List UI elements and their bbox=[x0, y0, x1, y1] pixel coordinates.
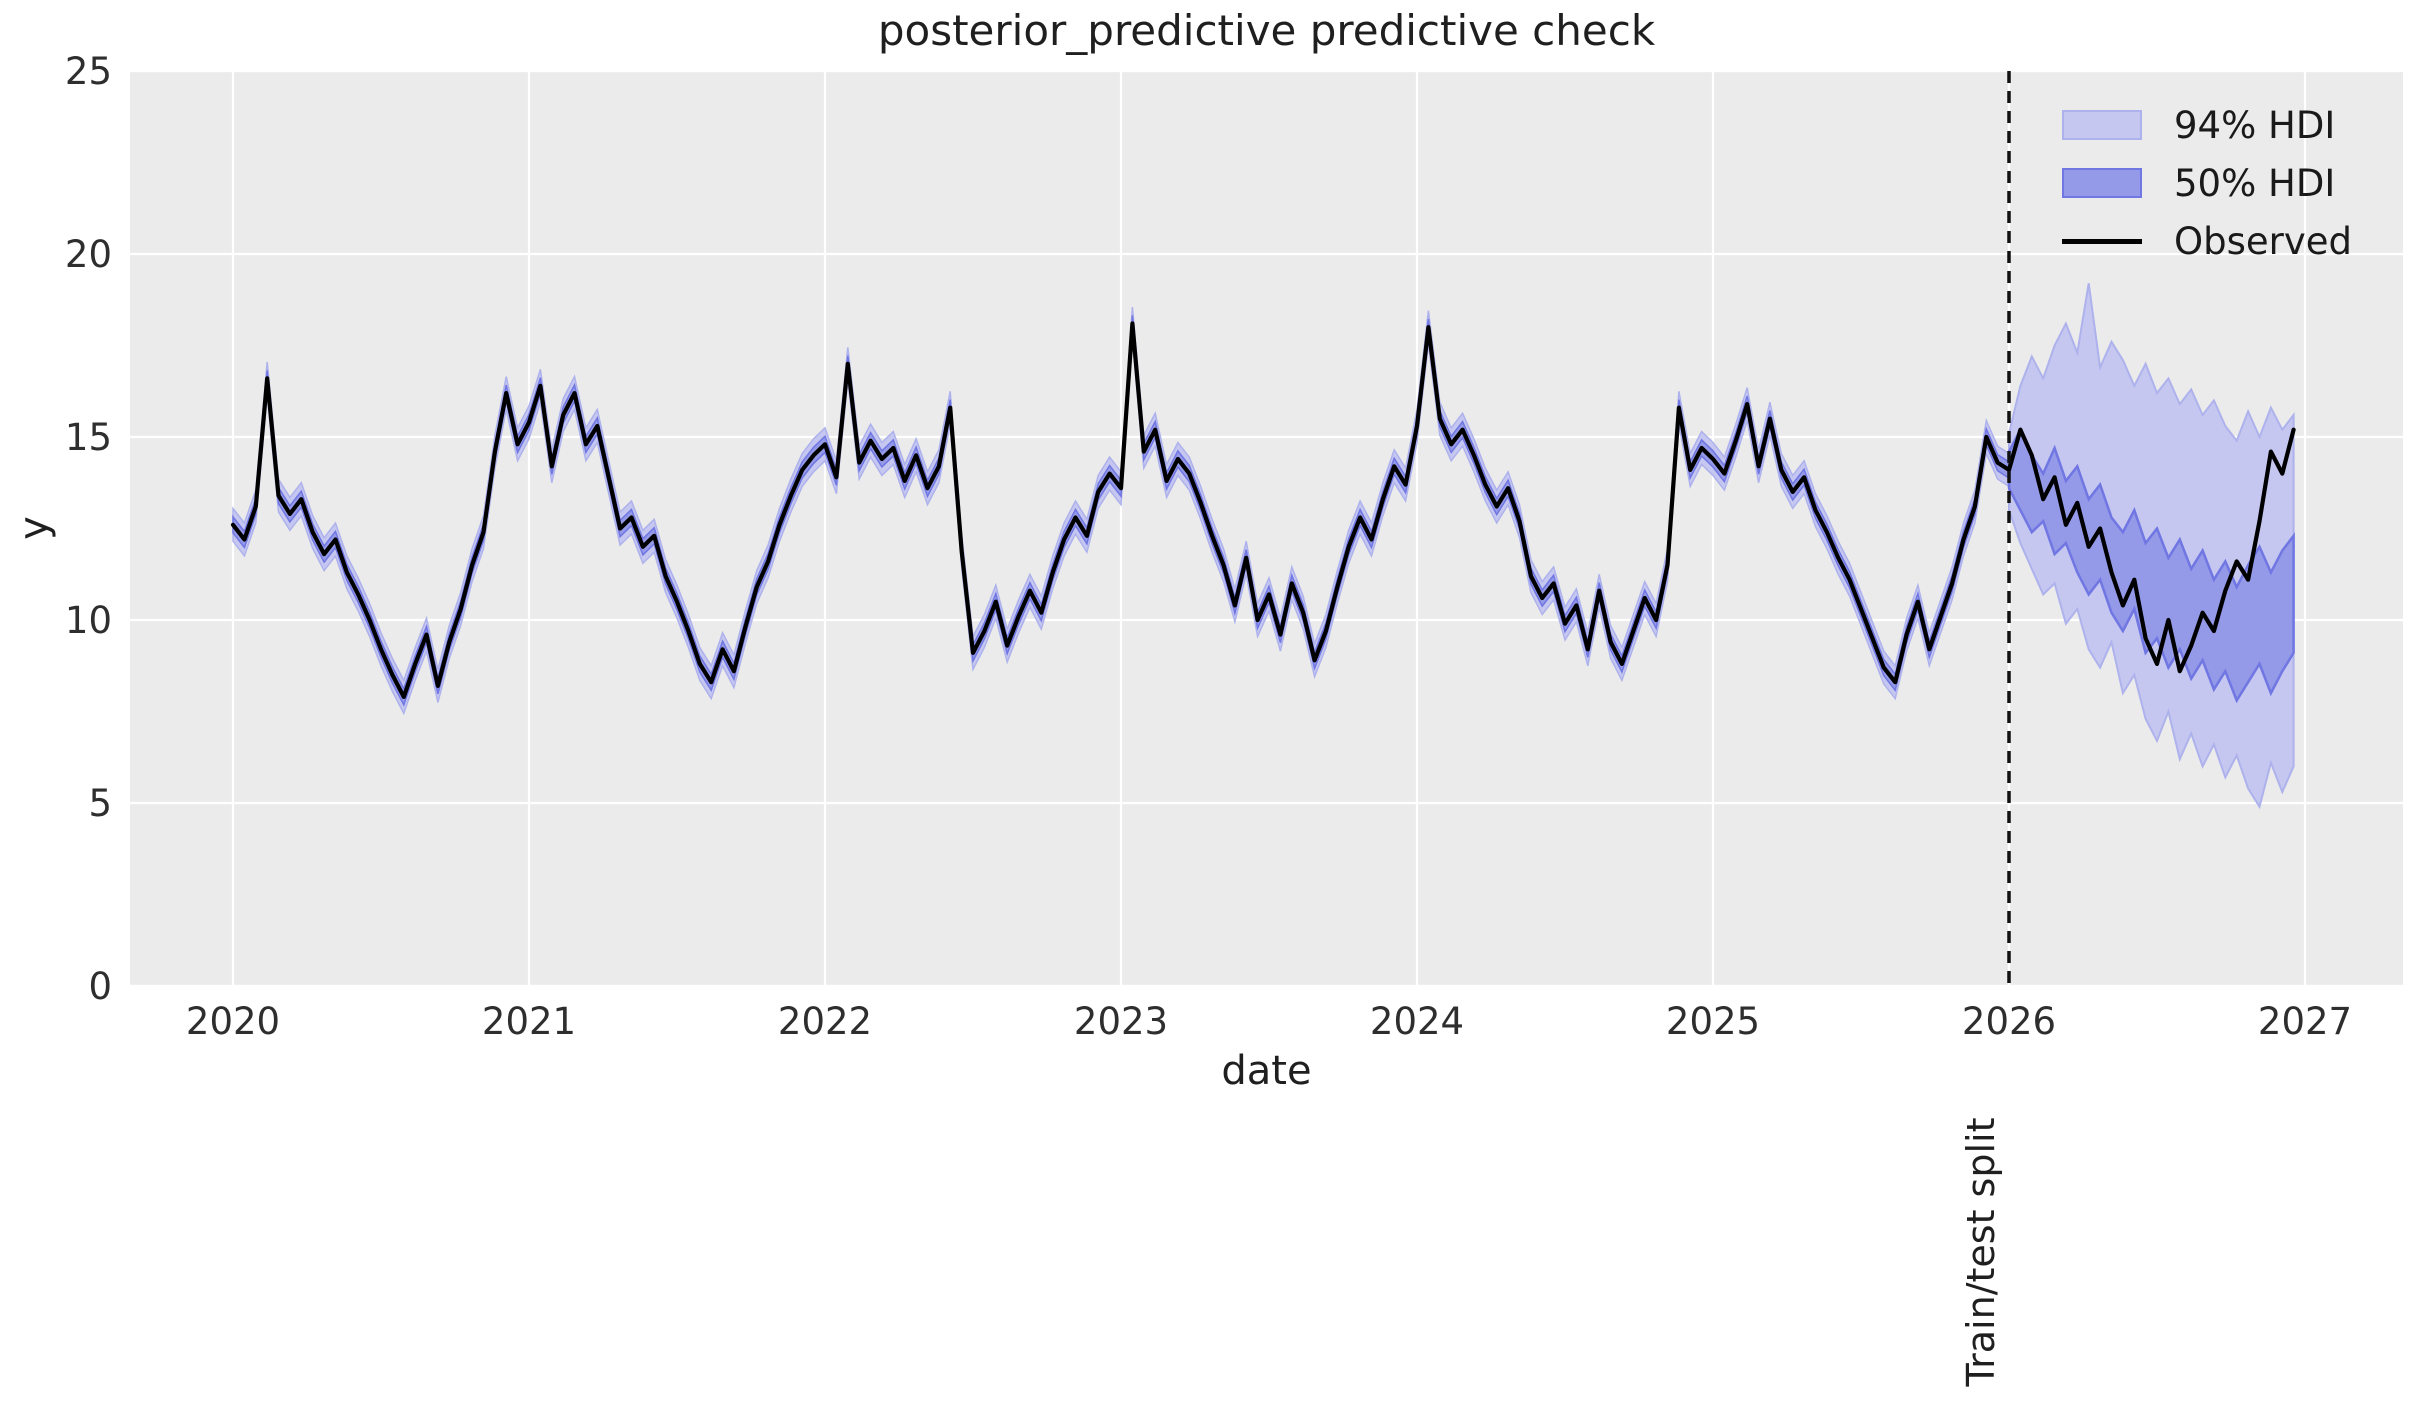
legend-label-94-hdi: 94% HDI bbox=[2174, 103, 2336, 147]
svg-text:10: 10 bbox=[65, 599, 112, 642]
svg-text:2020: 2020 bbox=[186, 1000, 280, 1043]
legend-item-94-hdi: 94% HDI bbox=[2062, 96, 2352, 154]
svg-text:2024: 2024 bbox=[1370, 1000, 1464, 1043]
observed-line-swatch bbox=[2062, 238, 2142, 244]
y-axis-label: y bbox=[11, 516, 57, 540]
legend-label-observed: Observed bbox=[2174, 219, 2353, 263]
chart-title: posterior_predictive predictive check bbox=[877, 6, 1656, 55]
x-axis-label: date bbox=[1221, 1048, 1312, 1094]
svg-text:25: 25 bbox=[65, 50, 112, 93]
train-test-split-label: Train/test split bbox=[1959, 1117, 2003, 1387]
svg-text:15: 15 bbox=[65, 416, 112, 459]
svg-text:2025: 2025 bbox=[1666, 1000, 1760, 1043]
svg-text:2021: 2021 bbox=[482, 1000, 576, 1043]
svg-text:2023: 2023 bbox=[1074, 1000, 1168, 1043]
legend: 94% HDI 50% HDI Observed bbox=[2062, 96, 2352, 270]
svg-text:2026: 2026 bbox=[1962, 1000, 2056, 1043]
hdi50-swatch bbox=[2062, 168, 2142, 198]
legend-item-50-hdi: 50% HDI bbox=[2062, 154, 2352, 212]
legend-item-observed: Observed bbox=[2062, 212, 2352, 270]
svg-text:5: 5 bbox=[88, 782, 112, 825]
hdi94-swatch bbox=[2062, 110, 2142, 140]
legend-label-50-hdi: 50% HDI bbox=[2174, 161, 2336, 205]
svg-text:20: 20 bbox=[65, 233, 112, 276]
svg-text:0: 0 bbox=[88, 965, 112, 1008]
svg-text:2022: 2022 bbox=[778, 1000, 872, 1043]
svg-text:2027: 2027 bbox=[2258, 1000, 2352, 1043]
